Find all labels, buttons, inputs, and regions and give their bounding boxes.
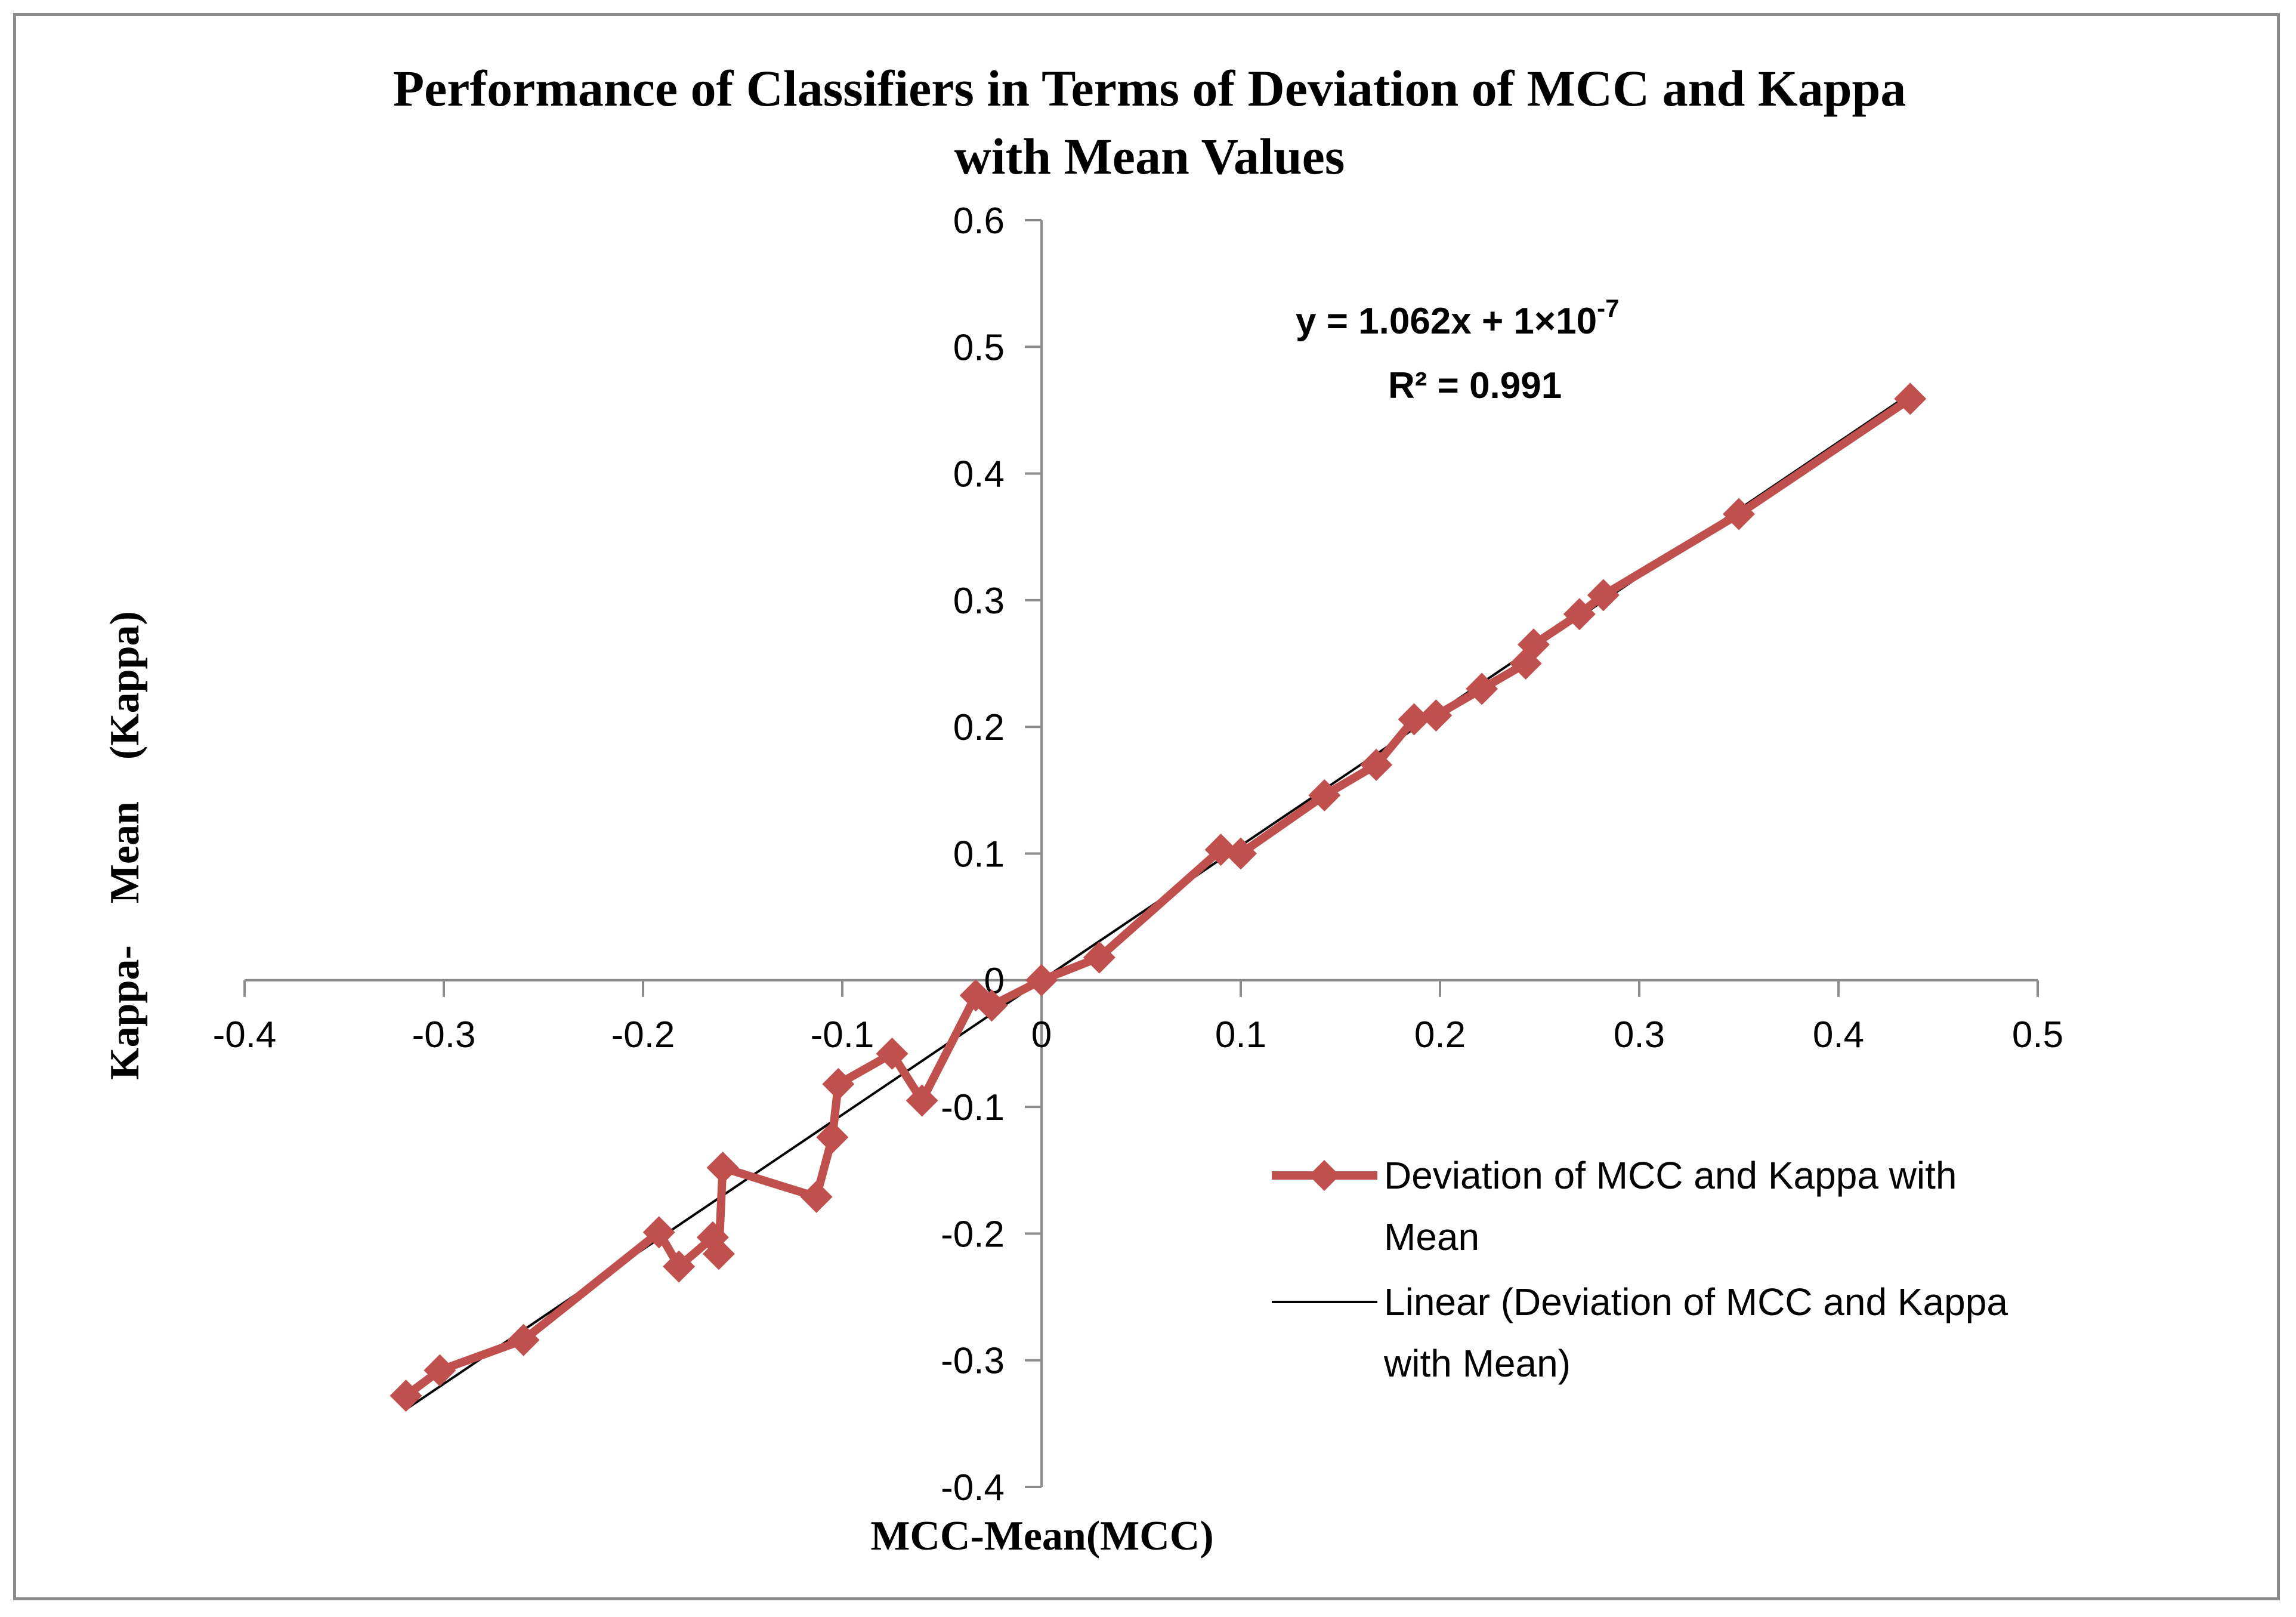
- x-tick-label: 0: [1031, 1014, 1052, 1056]
- data-point-marker: [1517, 628, 1550, 661]
- data-point-marker: [663, 1250, 696, 1283]
- data-point-marker: [1398, 703, 1430, 736]
- y-tick-label: -0.1: [941, 1087, 1005, 1128]
- x-tick-label: -0.1: [811, 1014, 874, 1056]
- x-tick-label: 0.2: [1414, 1014, 1466, 1056]
- y-axis-ticks: -0.4-0.3-0.2-0.100.10.20.30.40.50.6: [941, 200, 1042, 1508]
- data-point-marker: [1587, 579, 1620, 612]
- data-point-marker: [702, 1238, 735, 1270]
- series-markers: [390, 382, 1927, 1412]
- data-point-marker: [1420, 699, 1453, 732]
- y-axis-title: Kappa- Mean (Kappa): [102, 611, 148, 1080]
- x-tick-label: 0.3: [1614, 1014, 1665, 1056]
- legend: Deviation of MCC and Kappa with Mean Lin…: [1272, 1154, 2008, 1385]
- legend-trendline-label-line-1: Linear (Deviation of MCC and Kappa: [1384, 1280, 2008, 1323]
- data-point-marker: [1466, 672, 1498, 705]
- legend-series-marker-symbol: [1309, 1160, 1340, 1191]
- trendline-annotation: y = 1.062x + 1×10-7 R² = 0.991: [1296, 294, 1619, 406]
- data-point-marker: [876, 1037, 908, 1070]
- x-tick-label: -0.4: [213, 1014, 277, 1056]
- x-tick-label: -0.3: [412, 1014, 476, 1056]
- data-point-marker: [1025, 964, 1058, 996]
- data-point-marker: [1083, 941, 1115, 974]
- y-tick-label: 0.2: [953, 707, 1005, 748]
- data-point-marker: [975, 989, 1008, 1022]
- data-point-marker: [816, 1121, 849, 1154]
- trendline-r-squared: R² = 0.991: [1388, 365, 1562, 406]
- data-point-marker: [1225, 837, 1257, 870]
- data-point-marker: [1894, 382, 1927, 415]
- chart-frame: Performance of Classifiers in Terms of D…: [13, 13, 2280, 1600]
- y-tick-label: 0.4: [953, 454, 1005, 495]
- data-point-marker: [1204, 834, 1237, 866]
- legend-entry-series: Deviation of MCC and Kappa with Mean: [1272, 1154, 1957, 1258]
- x-axis-title: MCC-Mean(MCC): [870, 1513, 1213, 1559]
- data-point-marker: [800, 1180, 833, 1213]
- data-point-marker: [642, 1216, 675, 1249]
- y-tick-label: 0.1: [953, 834, 1005, 875]
- y-tick-label: 0.3: [953, 581, 1005, 622]
- chart-title: Performance of Classifiers in Terms of D…: [393, 60, 1906, 185]
- data-point-marker: [1360, 748, 1393, 781]
- data-point-marker: [507, 1323, 540, 1356]
- y-tick-label: 0.6: [953, 200, 1005, 242]
- chart-title-line-1: Performance of Classifiers in Terms of D…: [393, 60, 1906, 117]
- data-point-marker: [906, 1084, 938, 1117]
- legend-series-label-line-1: Deviation of MCC and Kappa with: [1384, 1154, 1957, 1197]
- data-point-marker: [424, 1354, 456, 1387]
- chart-title-line-2: with Mean Values: [954, 128, 1345, 185]
- data-point-marker: [706, 1152, 739, 1184]
- legend-entry-trendline: Linear (Deviation of MCC and Kappa with …: [1272, 1280, 2008, 1385]
- equation-exponent: -7: [1597, 294, 1619, 322]
- data-point-marker: [1308, 779, 1341, 811]
- x-tick-label: 0.1: [1215, 1014, 1266, 1056]
- data-point-marker: [1723, 498, 1755, 530]
- y-tick-label: -0.2: [941, 1214, 1005, 1255]
- y-tick-label: 0.5: [953, 327, 1005, 368]
- legend-series-label-line-2: Mean: [1384, 1215, 1479, 1258]
- data-point-marker: [390, 1380, 422, 1412]
- x-axis-ticks: -0.4 -0.3 -0.2 -0.1 0 0.1 0.2 0.3 0.4 0.5: [213, 980, 2063, 1056]
- series-line: [403, 395, 1913, 1399]
- x-tick-label: 0.4: [1813, 1014, 1864, 1056]
- y-tick-label: -0.4: [941, 1467, 1005, 1508]
- series-polyline: [403, 395, 1913, 1399]
- equation-text: y = 1.062x + 1×10: [1296, 301, 1597, 342]
- data-point-marker: [822, 1067, 855, 1100]
- y-tick-label: -0.3: [941, 1341, 1005, 1382]
- legend-trendline-label-line-2: with Mean): [1383, 1342, 1571, 1385]
- x-tick-label: 0.5: [2012, 1014, 2063, 1056]
- x-tick-label: -0.2: [611, 1014, 675, 1056]
- trendline-equation: y = 1.062x + 1×10-7: [1296, 294, 1619, 342]
- data-point-marker: [1563, 598, 1596, 631]
- chart: Performance of Classifiers in Terms of D…: [102, 60, 2063, 1559]
